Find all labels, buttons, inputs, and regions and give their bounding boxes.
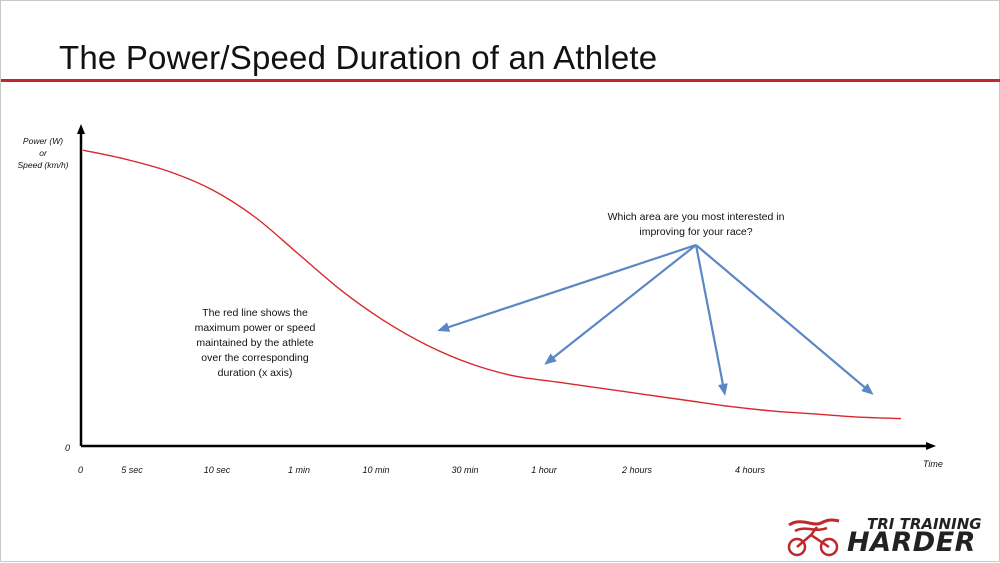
curve-note-line-5: duration (x axis)	[218, 367, 293, 379]
x-tick-label: 1 hour	[531, 465, 558, 475]
x-origin-label: 0	[78, 465, 83, 475]
power-duration-curve	[82, 149, 902, 420]
arrow-to-30min	[437, 243, 697, 332]
y-axis-label-line-3: Speed (km/h)	[17, 160, 68, 170]
slide-title: The Power/Speed Duration of an Athlete	[59, 39, 658, 76]
brand-logo: TRI TRAINING HARDER	[781, 513, 996, 559]
arrow-to-2hours	[694, 244, 728, 396]
triathlete-logo-icon	[787, 518, 840, 557]
x-tick-label: 10 sec	[204, 465, 231, 475]
curve-note-line-3: maintained by the athlete	[196, 337, 313, 349]
x-tick-label: 5 sec	[121, 465, 143, 475]
curve-note-line-2: maximum power or speed	[195, 322, 316, 334]
x-axis-label: Time	[923, 459, 943, 469]
title-divider	[1, 79, 1000, 82]
logo-text-bottom: HARDER	[847, 527, 976, 558]
x-tick-label: 10 min	[362, 465, 389, 475]
y-axis-label-line-1: Power (W)	[23, 136, 63, 146]
curve-note-line-4: over the corresponding	[201, 352, 309, 364]
y-origin-label: 0	[65, 443, 70, 453]
logo-text-top: TRI TRAINING	[867, 515, 982, 533]
x-tick-labels: 5 sec 10 sec 1 min 10 min 30 min 1 hour 2 hour…	[121, 465, 765, 475]
x-tick-label: 4 hours	[735, 465, 766, 475]
x-tick-label: 2 hours	[621, 465, 653, 475]
y-axis-label-line-2: or	[39, 148, 48, 158]
question-line-2: improving for your race?	[639, 226, 752, 238]
curve-note: The red line shows the maximum power or …	[195, 307, 316, 379]
question-note: Which area are you most interested in im…	[608, 211, 785, 238]
pointer-arrows	[437, 243, 874, 396]
arrow-to-4hours	[695, 244, 874, 395]
arrow-to-1hour	[544, 244, 697, 365]
x-tick-label: 1 min	[288, 465, 310, 475]
x-tick-label: 30 min	[451, 465, 478, 475]
curve-note-line-1: The red line shows the	[202, 307, 308, 319]
question-line-1: Which area are you most interested in	[608, 211, 785, 223]
